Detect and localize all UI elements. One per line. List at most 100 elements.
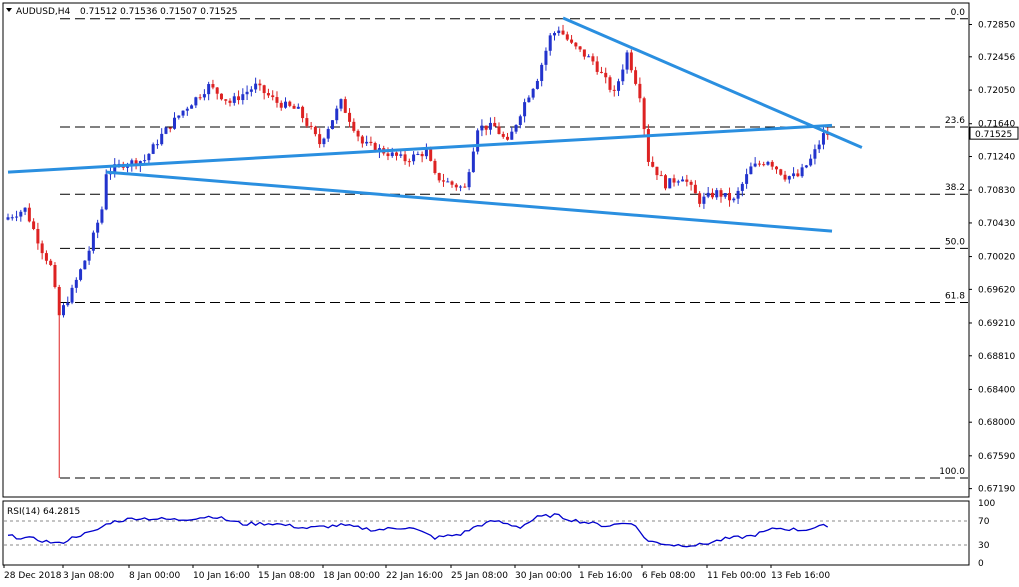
candle [49, 258, 53, 267]
candle-body [565, 34, 569, 40]
candle [369, 136, 373, 146]
candle-body [87, 250, 91, 261]
candle-body [659, 175, 663, 177]
candle-body [173, 117, 177, 129]
candle-body [689, 181, 693, 185]
price-axis-label: 0.71240 [978, 153, 1015, 163]
candle [57, 284, 61, 478]
symbol-label: AUDUSD,H4 [16, 7, 71, 17]
candle [424, 143, 428, 160]
candle-body [100, 209, 104, 223]
candle [710, 188, 714, 200]
price-axis-label: 0.70430 [978, 219, 1015, 229]
time-axis-label: 25 Jan 08:00 [451, 571, 508, 581]
time-axis-label: 8 Jan 00:00 [129, 571, 181, 581]
candle [565, 31, 569, 42]
candle-body [215, 87, 219, 94]
candle [582, 49, 586, 60]
current-price-label: 0.71525 [975, 130, 1012, 140]
rsi-header-label: RSI(14) 64.2815 [7, 507, 80, 517]
candle [523, 98, 527, 123]
candle-body [49, 260, 53, 265]
dropdown-triangle-icon[interactable] [6, 8, 12, 12]
candle-body [710, 192, 714, 198]
candle [634, 66, 638, 86]
candle [254, 77, 258, 94]
candle-body [343, 99, 347, 113]
candle-body [284, 101, 288, 108]
candle [66, 296, 70, 307]
trendlines [7, 16, 863, 233]
price-axis-label: 0.71640 [978, 120, 1015, 130]
candle [651, 156, 655, 168]
candle-body [360, 136, 364, 144]
candle [395, 151, 399, 161]
fib-level-label: 23.6 [945, 116, 965, 126]
candle [19, 209, 23, 222]
candle [480, 119, 484, 137]
candle [330, 120, 334, 130]
candle [70, 284, 74, 305]
candle-body [23, 207, 27, 212]
candle-body [373, 143, 377, 152]
candle-body [800, 167, 804, 177]
candle [753, 157, 757, 168]
trendline[interactable] [7, 123, 833, 174]
rsi-axis-label: 70 [978, 517, 990, 527]
fib-level-label: 61.8 [945, 291, 965, 301]
candle-body [454, 184, 458, 188]
candle-body [570, 39, 574, 43]
candle-body [232, 96, 236, 103]
candle [638, 77, 642, 103]
trendline[interactable] [562, 16, 863, 149]
candle [224, 99, 228, 105]
candle-body [582, 49, 586, 57]
candle-body [399, 154, 403, 156]
candle [104, 169, 108, 211]
candle [420, 151, 424, 163]
candle-body [535, 80, 539, 89]
candle [471, 147, 475, 173]
candle [155, 139, 159, 149]
time-axis-label: 3 Jan 08:00 [63, 571, 115, 581]
candle [813, 144, 817, 165]
time-axis-label: 22 Jan 16:00 [386, 571, 443, 581]
candle [787, 175, 791, 184]
trendline[interactable] [106, 170, 833, 233]
candle-body [608, 77, 612, 90]
price-axis-label: 0.69210 [978, 319, 1015, 329]
candle-body [719, 190, 723, 197]
candle-body [783, 174, 787, 180]
time-axis-label: 6 Feb 08:00 [642, 571, 696, 581]
candle [535, 78, 539, 90]
candle [177, 115, 181, 120]
candle [292, 103, 296, 109]
candle-body [365, 141, 369, 144]
candle-body [561, 30, 565, 35]
symbol-header: AUDUSD,H4 0.71512 0.71536 0.71507 0.7152… [6, 7, 237, 17]
candle [245, 85, 249, 101]
candle-body [424, 149, 428, 157]
candle-body [53, 264, 57, 288]
candle [706, 187, 710, 199]
candle-body [211, 84, 215, 88]
candle-body [79, 269, 83, 280]
candle-body [313, 126, 317, 135]
candle [412, 151, 416, 165]
candle-body [681, 179, 685, 182]
candle-body [104, 174, 108, 210]
candle-body [348, 112, 352, 122]
candle [365, 135, 369, 146]
candle-body [305, 118, 309, 126]
candle [681, 176, 685, 182]
candle-body [762, 164, 766, 166]
candle [732, 197, 736, 203]
candle [723, 192, 727, 199]
candle-body [241, 94, 245, 101]
candle-body [668, 178, 672, 189]
candle-body [416, 153, 420, 155]
candle-body [518, 116, 522, 125]
candle [454, 183, 458, 191]
candle-body [715, 190, 719, 198]
candle-body [484, 125, 488, 130]
